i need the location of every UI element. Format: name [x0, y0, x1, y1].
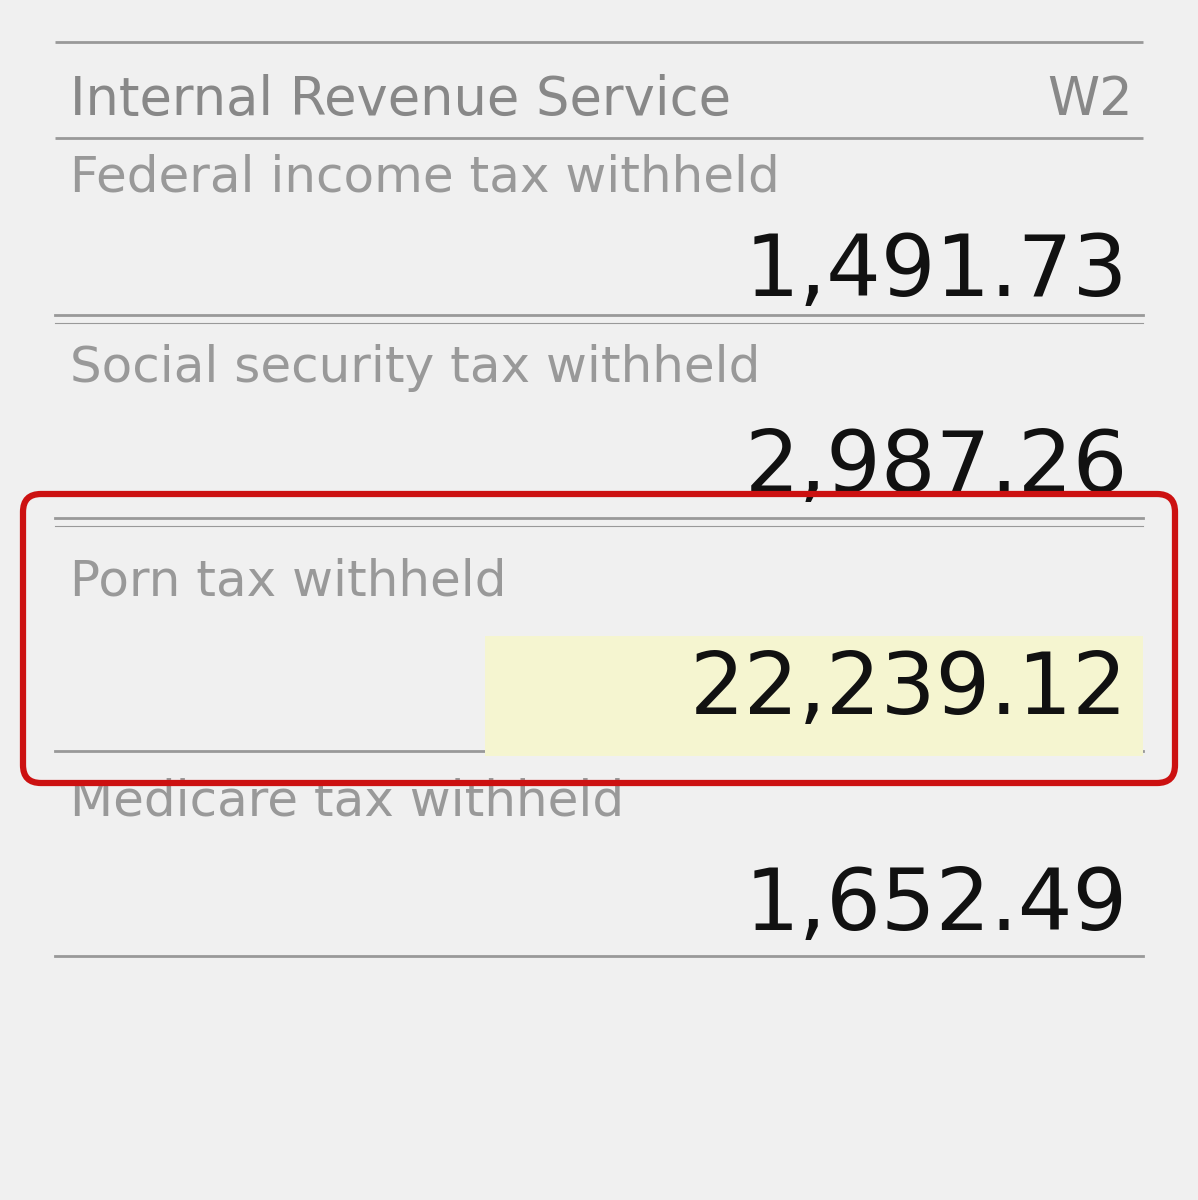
Bar	[485, 636, 1143, 756]
Text: W2: W2	[1047, 74, 1133, 126]
Text: 2,987.26: 2,987.26	[745, 426, 1129, 510]
Text: Federal income tax withheld: Federal income tax withheld	[69, 154, 780, 202]
Text: 1,491.73: 1,491.73	[745, 230, 1129, 313]
Text: Internal Revenue Service: Internal Revenue Service	[69, 74, 731, 126]
Text: 1,652.49: 1,652.49	[745, 864, 1129, 948]
Text: 22,239.12: 22,239.12	[690, 649, 1129, 732]
Text: Social security tax withheld: Social security tax withheld	[69, 344, 761, 392]
Text: Porn tax withheld: Porn tax withheld	[69, 557, 507, 605]
Text: Medicare tax withheld: Medicare tax withheld	[69, 778, 624, 826]
